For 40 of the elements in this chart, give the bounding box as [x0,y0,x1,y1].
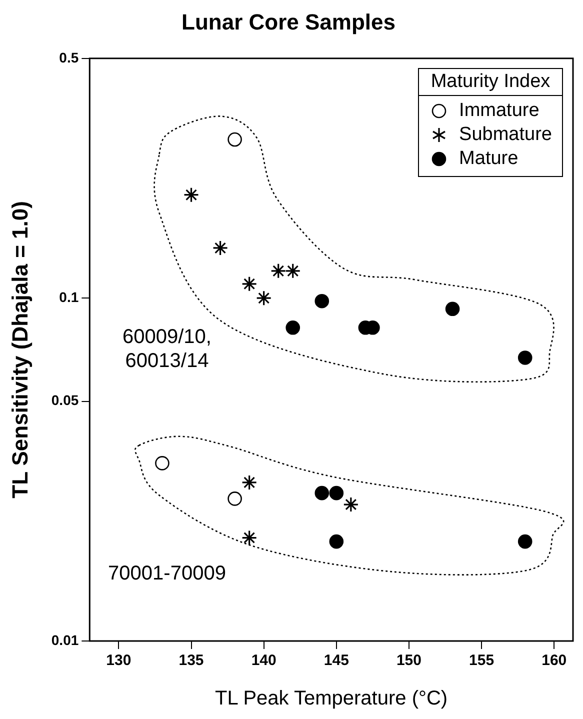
y-tick-label: 0.1 [59,288,79,305]
point [329,534,344,549]
point [270,263,286,279]
point [314,486,330,500]
point [242,276,258,292]
x-tick-label: 135 [178,652,204,670]
y-tick-label: 0.01 [51,632,79,648]
point [329,486,344,500]
point [242,530,258,546]
legend-label: Mature [459,147,518,172]
x-tick-label: 150 [396,652,422,670]
y-tick-label: 0.5 [59,49,79,66]
point [242,474,258,490]
point [212,240,228,256]
point [445,302,460,316]
legend-title: Maturity Index [419,69,562,96]
annotation: 70001-70009 [108,562,226,585]
point [228,132,242,147]
point [228,492,242,506]
point [343,496,359,512]
point [256,290,272,306]
point [518,350,532,365]
point [314,294,330,308]
x-axis-title: TL Peak Temperature (°C) [215,688,448,710]
point [286,320,300,335]
x-tick-label: 160 [542,652,567,670]
annotation: 60009/10, 60013/14 [122,326,212,372]
x-tick-label: 145 [324,652,349,670]
x-tick-label: 155 [469,652,494,670]
point [183,187,200,203]
point [285,263,301,279]
legend-label: Submature [459,123,552,148]
x-tick-label: 140 [251,652,276,670]
y-axis-title: TL Sensitivity (Dhajala = 1.0) [7,201,32,498]
y-tick-label: 0.05 [51,392,79,408]
chart-title: Lunar Core Samples [182,9,396,34]
point [155,456,170,470]
point [518,534,532,549]
legend-label: Immature [459,99,540,124]
x-tick-label: 130 [106,652,132,670]
